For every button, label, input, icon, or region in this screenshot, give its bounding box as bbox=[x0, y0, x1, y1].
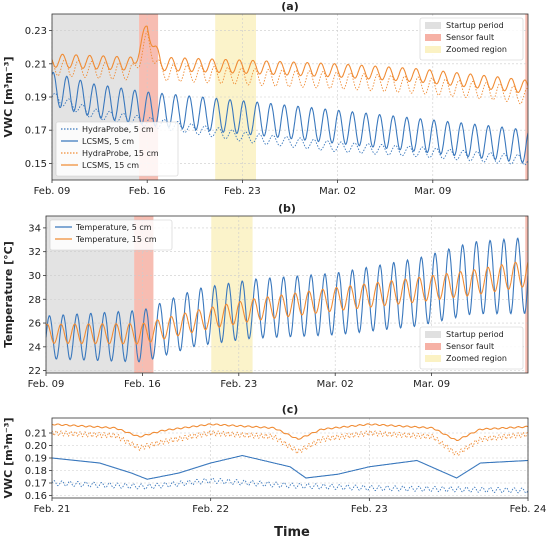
series-line-temperature-5-cm bbox=[46, 237, 528, 363]
x-tick-label: Mar. 02 bbox=[319, 186, 356, 197]
legend-label: Temperature, 15 cm bbox=[75, 235, 157, 244]
panel-b: 22 24 26 28 30 32 34 Feb. 09 Feb. 16 Feb. 23 Mar. … bbox=[2, 202, 529, 390]
legend-swatch bbox=[425, 331, 441, 338]
span-sensor-fault bbox=[134, 216, 154, 373]
legend-label: Startup period bbox=[446, 330, 504, 339]
x-tick-label: Feb. 21 bbox=[34, 504, 71, 515]
legend-swatch bbox=[425, 355, 441, 362]
y-tick-label: 0.23 bbox=[25, 26, 47, 37]
series-legend bbox=[55, 121, 179, 177]
y-tick-label: 0.17 bbox=[25, 479, 47, 490]
series-group bbox=[52, 25, 528, 166]
series-legend bbox=[49, 219, 173, 251]
legend-swatch bbox=[425, 46, 441, 53]
x-tick-label: Mar. 09 bbox=[413, 379, 450, 390]
y-tick-label: 32 bbox=[28, 247, 41, 258]
legend-label: Zoomed region bbox=[446, 45, 507, 54]
y-tick-label: 0.16 bbox=[25, 491, 47, 502]
y-tick-label: 0.15 bbox=[25, 159, 47, 170]
span-legend bbox=[419, 17, 524, 61]
y-axis-label: VWC [m³m⁻³] bbox=[2, 57, 15, 138]
panel-title: (a) bbox=[281, 0, 298, 13]
x-tick-label: Feb. 23 bbox=[224, 186, 261, 197]
plot-frame bbox=[51, 13, 529, 181]
legend-swatch bbox=[425, 343, 441, 350]
panel-title: (c) bbox=[282, 403, 299, 416]
span-fault-end bbox=[525, 14, 528, 180]
y-tick-label: 0.21 bbox=[25, 59, 47, 70]
legend-swatch bbox=[425, 34, 441, 41]
panel-title: (b) bbox=[278, 202, 296, 215]
series-line-lcsms-15-cm bbox=[52, 423, 528, 441]
span-legend bbox=[419, 326, 524, 370]
x-tick-label: Feb. 16 bbox=[129, 186, 166, 197]
legend-label: HydraProbe, 15 cm bbox=[82, 149, 159, 158]
x-tick-label: Feb. 09 bbox=[28, 379, 65, 390]
y-tick-label: 0.20 bbox=[25, 441, 47, 452]
x-tick-label: Feb. 24 bbox=[510, 504, 547, 515]
legend-label: Sensor fault bbox=[446, 33, 494, 42]
series-group bbox=[46, 237, 528, 363]
panel-a: 0.15 0.17 0.19 0.21 0.23 Feb. 09 Feb. 16 Feb. 2… bbox=[2, 0, 529, 197]
x-tick-label: Feb. 23 bbox=[351, 504, 388, 515]
y-tick-label: 30 bbox=[28, 271, 41, 282]
series-group bbox=[52, 423, 528, 494]
legend-label: Zoomed region bbox=[446, 354, 507, 363]
legend-label: Sensor fault bbox=[446, 342, 494, 351]
plot-frame bbox=[45, 215, 529, 374]
series-line-lcsms-15-cm bbox=[52, 25, 528, 93]
y-axis-label: Temperature [°C] bbox=[2, 241, 15, 348]
legend-swatch bbox=[425, 22, 441, 29]
panel-c: 0.160.17 0.180.19 0.200.21 Feb. 21 Feb. 22 Fe… bbox=[2, 403, 546, 515]
legend-label: LCSMS, 15 cm bbox=[82, 161, 139, 170]
x-tick-label: Mar. 09 bbox=[414, 186, 451, 197]
series-line-temperature-15-cm bbox=[46, 261, 528, 345]
span-zoomed-region bbox=[211, 216, 253, 373]
figure-xlabel: Time bbox=[274, 525, 310, 540]
x-tick-label: Mar. 02 bbox=[317, 379, 354, 390]
x-tick-label: Feb. 16 bbox=[124, 379, 161, 390]
plot-frame bbox=[51, 417, 529, 499]
y-tick-label: 0.19 bbox=[25, 454, 47, 465]
legend-label: Temperature, 5 cm bbox=[75, 223, 152, 232]
y-tick-label: 0.18 bbox=[25, 466, 47, 477]
series-line-hydraprobe-5-cm bbox=[52, 477, 528, 494]
x-tick-label: Feb. 23 bbox=[220, 379, 257, 390]
y-tick-label: 26 bbox=[28, 319, 41, 330]
y-tick-label: 0.21 bbox=[25, 429, 47, 440]
series-line-lcsms-5-cm bbox=[52, 454, 528, 480]
series-line-hydraprobe-15-cm bbox=[52, 30, 528, 105]
x-tick-label: Feb. 22 bbox=[192, 504, 229, 515]
y-tick-label: 0.19 bbox=[25, 93, 47, 104]
y-tick-label: 24 bbox=[28, 342, 41, 353]
x-tick-label: Feb. 09 bbox=[34, 186, 71, 197]
y-tick-label: 0.17 bbox=[25, 126, 47, 137]
y-axis-label: VWC [m³m⁻³] bbox=[2, 418, 15, 499]
y-tick-label: 28 bbox=[28, 295, 41, 306]
legend-label: Startup period bbox=[446, 21, 504, 30]
series-line-hydraprobe-5-cm bbox=[52, 92, 528, 166]
series-line-lcsms-5-cm bbox=[52, 71, 528, 164]
y-tick-label: 22 bbox=[28, 366, 41, 377]
legend-label: LCSMS, 5 cm bbox=[82, 137, 134, 146]
legend-label: HydraProbe, 5 cm bbox=[82, 125, 154, 134]
y-tick-label: 34 bbox=[28, 223, 41, 234]
